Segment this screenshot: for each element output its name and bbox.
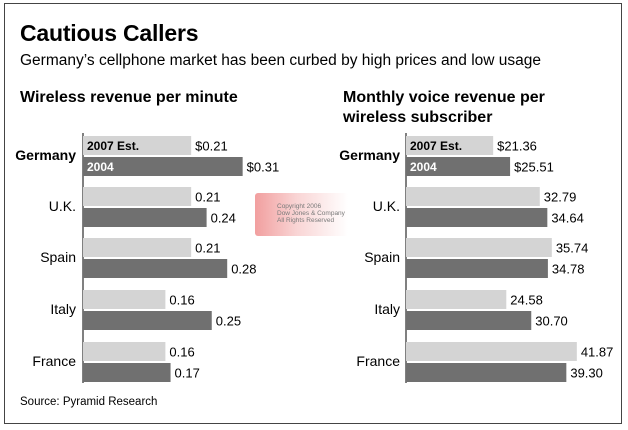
right-panel-bars: Germany $21.36 2007 Est. $25.51 2004 U.K. 32.7…: [339, 133, 613, 383]
actual-bar: [406, 208, 548, 227]
value-label: 0.16: [169, 293, 194, 308]
category-label: U.K.: [49, 198, 76, 214]
actual-bar: [406, 311, 532, 330]
category-label: Germany: [15, 147, 76, 163]
right-panel-title: Monthly voice revenue per wireless subsc…: [343, 89, 545, 126]
actual-bar: [83, 311, 212, 330]
estimate-bar: [83, 136, 192, 155]
value-label: 0.25: [216, 314, 241, 329]
category-label: Spain: [364, 249, 400, 265]
series-legend-label: 2007 Est.: [410, 139, 462, 153]
left-panel-title: Wireless revenue per minute: [20, 89, 238, 106]
category-label: U.K.: [373, 198, 400, 214]
value-label: $21.36: [497, 139, 537, 154]
value-label: $0.21: [195, 139, 228, 154]
estimate-bar: [406, 342, 577, 361]
value-label: $25.51: [514, 160, 554, 175]
estimate-bar: [83, 290, 166, 309]
series-legend-label: 2007 Est.: [87, 139, 139, 153]
value-label: 0.17: [175, 366, 200, 381]
value-label: 32.79: [544, 190, 577, 205]
value-label: 0.28: [231, 262, 256, 277]
estimate-bar: [406, 290, 507, 309]
value-label: 0.16: [169, 345, 194, 360]
category-label: Spain: [40, 249, 76, 265]
value-label: 0.21: [195, 190, 220, 205]
value-label: 41.87: [581, 345, 614, 360]
estimate-bar: [83, 342, 166, 361]
actual-bar: [83, 157, 243, 176]
value-label: 34.78: [552, 262, 585, 277]
category-label: Germany: [339, 147, 400, 163]
actual-bar: [83, 363, 171, 382]
value-label: 0.24: [211, 211, 236, 226]
category-label: France: [356, 353, 400, 369]
copyright-watermark-text: Copyright 2006 Dow Jones & Company All R…: [277, 203, 345, 224]
value-label: 30.70: [535, 314, 568, 329]
estimate-bar: [83, 238, 192, 257]
category-label: France: [32, 353, 76, 369]
value-label: $0.31: [247, 160, 280, 175]
value-label: 35.74: [556, 241, 589, 256]
estimate-bar: [83, 187, 192, 206]
series-legend-label: 2004: [87, 160, 114, 174]
estimate-bar: [406, 238, 552, 257]
actual-bar: [406, 157, 511, 176]
source-note: Source: Pyramid Research: [20, 396, 158, 408]
value-label: 0.21: [195, 241, 220, 256]
chart-subtitle: Germany’s cellphone market has been curb…: [20, 52, 541, 69]
chart-frame: [4, 3, 622, 424]
chart-title: Cautious Callers: [20, 20, 199, 46]
actual-bar: [406, 363, 567, 382]
left-panel-bars: Germany $0.21 2007 Est. $0.31 2004 U.K. 0.21 0.…: [15, 133, 279, 383]
category-label: Italy: [374, 301, 400, 317]
category-label: Italy: [50, 301, 76, 317]
value-label: 24.58: [510, 293, 543, 308]
copyright-watermark: [255, 193, 348, 236]
actual-bar: [406, 259, 548, 278]
estimate-bar: [406, 187, 540, 206]
actual-bar: [83, 208, 207, 227]
series-legend-label: 2004: [410, 160, 437, 174]
estimate-bar: [406, 136, 494, 155]
value-label: 39.30: [570, 366, 603, 381]
actual-bar: [83, 259, 228, 278]
value-label: 34.64: [551, 211, 584, 226]
